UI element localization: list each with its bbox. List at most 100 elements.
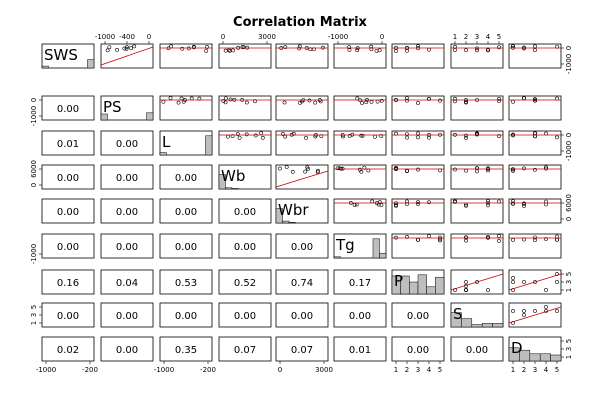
correlation-value: 0.00 <box>234 242 256 253</box>
scatter-point <box>405 234 409 239</box>
correlation-value: 0.00 <box>57 311 79 322</box>
correlation-value: 0.00 <box>116 345 138 356</box>
scatter-point <box>205 45 209 49</box>
tick-label: -200 <box>82 366 98 374</box>
tick-label: 4 <box>544 366 549 374</box>
tick-label: 1 <box>565 288 573 292</box>
tick-label: 0 <box>380 33 384 41</box>
fit-line <box>450 273 504 291</box>
scatter-point <box>511 280 515 284</box>
tick-label: 5 <box>497 33 501 41</box>
scatter-point <box>486 48 490 53</box>
histogram-bar <box>372 238 380 259</box>
scatter-point <box>522 166 526 171</box>
histogram-bar <box>379 252 387 259</box>
histogram-bar <box>225 187 233 190</box>
scatter-point <box>180 46 185 51</box>
correlation-value: 0.00 <box>116 173 138 184</box>
scatter-point <box>244 132 249 137</box>
correlation-value: 0.07 <box>234 345 256 356</box>
tick-label: 3 <box>475 33 479 41</box>
panel-l-tg <box>333 130 387 156</box>
panel-wbr-sws: 0.00 <box>41 198 95 224</box>
scatter-point <box>511 309 515 313</box>
panel-wb-s <box>450 164 504 190</box>
variable-label-tg: Tg <box>335 236 355 254</box>
correlation-value: 0.00 <box>407 311 429 322</box>
scatter-point <box>544 305 548 309</box>
tick-label: 3 <box>565 280 573 284</box>
scatter-point <box>475 48 479 53</box>
histogram-bar <box>529 353 541 362</box>
scatter-point <box>297 46 302 51</box>
panel-border <box>218 302 272 328</box>
tick-label: 0 <box>565 46 573 50</box>
scatter-point <box>235 132 240 137</box>
panel-wb-p <box>391 164 445 190</box>
tick-label: -1000 <box>30 244 38 264</box>
histogram-bar <box>41 65 49 69</box>
panel-l-s <box>450 130 504 156</box>
scatter-point <box>475 280 479 284</box>
scatter-point <box>282 100 287 105</box>
scatter-point <box>522 204 526 208</box>
scatter-point <box>405 202 409 207</box>
correlation-value: 0.00 <box>57 207 79 218</box>
panel-s-p: 0.00 <box>391 302 445 328</box>
panel-tg-s <box>450 233 504 259</box>
histogram-bar <box>146 112 154 121</box>
scatter-point <box>511 132 515 137</box>
scatter-point <box>231 48 235 53</box>
histogram-bar <box>159 152 167 156</box>
scatter-point <box>394 203 398 208</box>
correlation-value: 0.00 <box>175 173 197 184</box>
panel-border <box>159 336 213 362</box>
scatter-point <box>438 238 442 243</box>
scatter-point <box>228 97 233 102</box>
scatter-point <box>176 100 181 105</box>
tick-label: 3 <box>533 366 537 374</box>
scatter-point <box>347 45 352 50</box>
axes: -1000 -400 0 0 3000 -1000 0 1 2 3 4 5-1000 -200 -1000… <box>30 33 573 374</box>
tick-label: 0 <box>565 217 573 221</box>
tick-label: 5 <box>438 366 442 374</box>
panel-wbr-s <box>450 198 504 224</box>
tick-label: 0 <box>30 98 38 102</box>
scatter-point <box>533 48 537 53</box>
scatter-point <box>497 239 501 243</box>
correlation-value: 0.00 <box>234 311 256 322</box>
fit-line <box>508 273 562 291</box>
scatter-point <box>253 99 257 104</box>
tick-label: 5 <box>555 366 559 374</box>
panel-s-ps: 0.00 <box>100 302 154 328</box>
tick-label: 2 <box>405 366 409 374</box>
panel-tg-l: 0.00 <box>159 233 213 259</box>
scatter-point <box>132 44 137 49</box>
scatter-point <box>544 166 548 171</box>
tick-label: -400 <box>119 33 135 41</box>
panel-border <box>275 233 329 259</box>
scatter-point <box>277 166 282 171</box>
scatter-point <box>405 98 409 103</box>
scatter-point <box>464 288 468 292</box>
tick-label: 0 <box>278 366 282 374</box>
scatter-point <box>522 309 526 313</box>
scatter-point <box>307 98 312 103</box>
panel-s-l: 0.00 <box>159 302 213 328</box>
scatter-point <box>379 134 384 138</box>
scatter-point <box>511 201 515 206</box>
fit-line <box>275 170 329 188</box>
panel-border <box>218 198 272 224</box>
tick-label: 5 <box>565 272 573 276</box>
tick-label: 0 <box>565 133 573 137</box>
panel-wbr-d <box>508 198 562 224</box>
panel-p-s <box>450 269 504 295</box>
scatter-point <box>379 98 384 103</box>
scatter-point <box>284 165 289 169</box>
histogram-bar <box>492 323 504 328</box>
panel-border <box>218 164 272 190</box>
histogram-bar <box>275 208 283 224</box>
panel-border <box>159 302 213 328</box>
